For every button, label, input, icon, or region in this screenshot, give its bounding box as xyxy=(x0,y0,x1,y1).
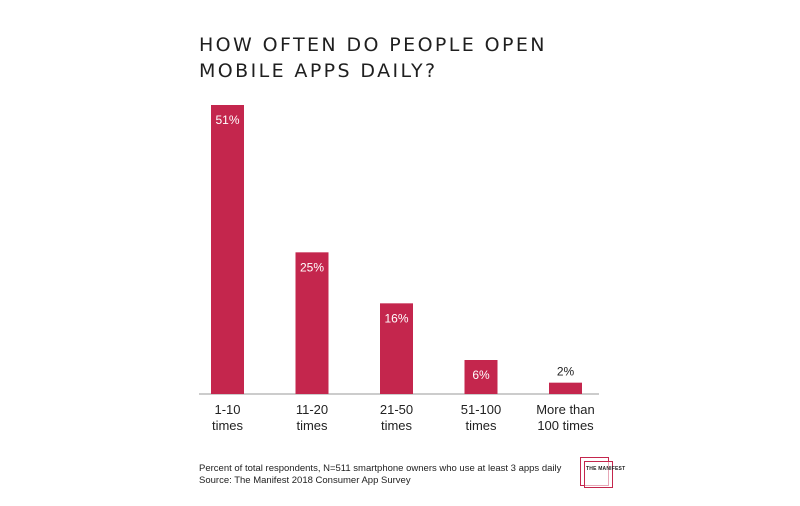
bar-value-label-4: 2% xyxy=(557,365,575,379)
category-labels-group: 1-10times11-20times21-50times51-100times… xyxy=(212,402,595,433)
logo-front-square xyxy=(584,461,613,488)
logo-text: THE MANIFEST xyxy=(586,466,626,472)
bar-2 xyxy=(380,303,413,394)
category-label-2-line-1: times xyxy=(381,418,413,433)
category-label-1-line-0: 11-20 xyxy=(296,402,328,417)
bar-value-label-0: 51% xyxy=(215,113,239,127)
footnote: Percent of total respondents, N=511 smar… xyxy=(199,463,561,487)
category-label-3-line-0: 51-100 xyxy=(461,402,501,417)
bar-1 xyxy=(295,252,329,394)
category-label-4-line-0: More than xyxy=(536,402,595,417)
category-label-2-line-0: 21-50 xyxy=(380,402,413,417)
category-label-0-line-1: times xyxy=(212,418,244,433)
footnote-sample: Percent of total respondents, N=511 smar… xyxy=(199,463,562,474)
chart-title: HOW OFTEN DO PEOPLE OPEN MOBILE APPS DAI… xyxy=(199,34,547,82)
the-manifest-logo: THE MANIFEST xyxy=(577,453,625,489)
bar-value-label-3: 6% xyxy=(472,368,490,382)
category-label-1-line-1: times xyxy=(296,418,328,433)
bar-value-label-2: 16% xyxy=(384,311,408,325)
category-label-3-line-1: times xyxy=(465,418,497,433)
bar-3 xyxy=(464,360,498,394)
footnote-source: Source: The Manifest 2018 Consumer App S… xyxy=(199,475,411,486)
bar-value-label-1: 25% xyxy=(300,260,324,274)
bars-group: 51% 25% 16% 6% 2% xyxy=(211,105,582,394)
bar-0 xyxy=(211,105,244,394)
bar-4 xyxy=(549,382,582,394)
category-label-0-line-0: 1-10 xyxy=(214,402,240,417)
category-label-4-line-1: 100 times xyxy=(537,418,594,433)
